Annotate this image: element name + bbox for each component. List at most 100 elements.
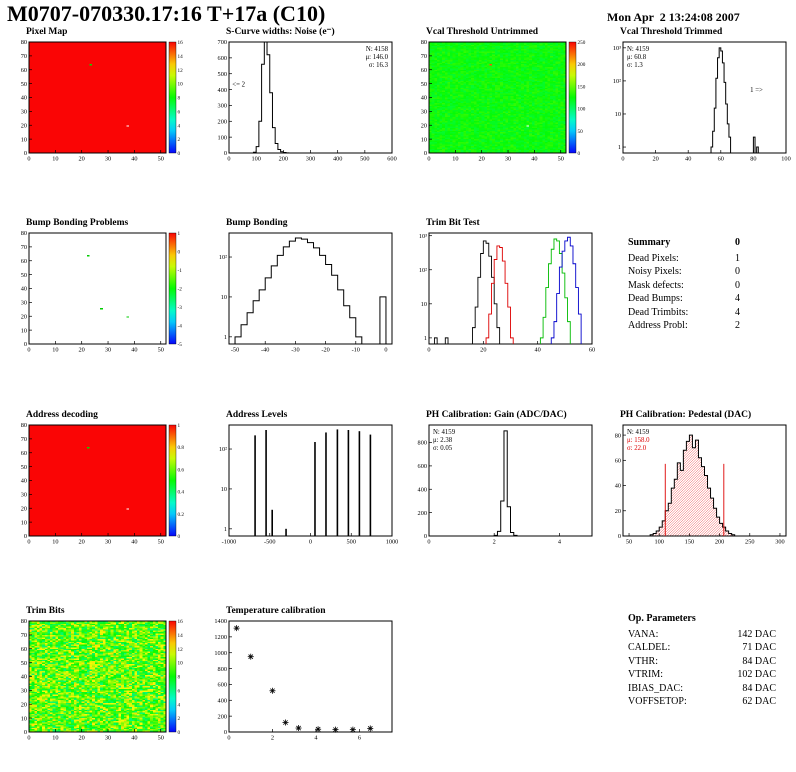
svg-text:1 =>: 1 => — [750, 87, 763, 94]
svg-text:30: 30 — [21, 300, 27, 307]
op-parameter-row: VOFFSETOP: 62 DAC — [628, 695, 776, 709]
summary-label: Dead Trimbits: — [628, 306, 689, 318]
svg-text:0: 0 — [227, 156, 230, 163]
svg-text:1: 1 — [178, 231, 181, 237]
svg-text:50: 50 — [158, 539, 164, 546]
svg-text:30: 30 — [421, 109, 427, 116]
summary-row: Address Probl: 2 — [628, 319, 740, 333]
svg-text:80: 80 — [615, 432, 621, 439]
address-levels-chart: -1000 -500 0 500 1000 1 10 10² — [208, 421, 400, 549]
svg-text:16: 16 — [178, 619, 184, 625]
svg-text:600: 600 — [387, 156, 396, 163]
svg-text:20: 20 — [421, 122, 427, 129]
chart-title: Vcal Threshold Untrimmed — [426, 27, 539, 37]
svg-text:0.4: 0.4 — [178, 490, 185, 496]
svg-text:6: 6 — [358, 735, 361, 742]
svg-text:50: 50 — [21, 660, 27, 667]
svg-text:80: 80 — [750, 156, 756, 163]
svg-text:600: 600 — [218, 55, 227, 62]
svg-text:500: 500 — [360, 156, 369, 163]
svg-text:-10: -10 — [352, 347, 360, 354]
svg-text:2: 2 — [271, 735, 274, 742]
summary-value: 4 — [735, 293, 740, 304]
summary-label: Address Probl: — [628, 320, 688, 331]
chart-title: Address Levels — [226, 410, 288, 420]
svg-text:100: 100 — [781, 156, 790, 163]
svg-text:0: 0 — [178, 730, 181, 736]
panel-vcal-untrimmed: Vcal Threshold Untrimmed 0 10 20 30 40 50 0 10 2… — [408, 27, 604, 166]
svg-text:20: 20 — [480, 347, 486, 354]
vcal-untrimmed-chart: 0 10 20 30 40 50 0 10 20 30 40 50 60 70 80 0 50 100 150 200… — [408, 38, 600, 166]
svg-text:50: 50 — [21, 272, 27, 279]
summary-value: 2 — [735, 320, 740, 331]
chart-title: Bump Bonding Problems — [26, 218, 129, 228]
svg-text:40: 40 — [131, 156, 137, 163]
svg-text:0: 0 — [427, 539, 430, 546]
svg-text:400: 400 — [218, 697, 227, 704]
svg-text:10²: 10² — [219, 254, 227, 261]
svg-text:1000: 1000 — [386, 539, 399, 546]
svg-text:10³: 10³ — [419, 233, 427, 240]
op-parameter-row: CALDEL: 71 DAC — [628, 641, 776, 655]
op-parameter-value: 71 DAC — [742, 642, 776, 653]
svg-text:0: 0 — [178, 250, 181, 256]
svg-text:10: 10 — [21, 327, 27, 334]
summary-value: 4 — [735, 306, 740, 318]
svg-text:40: 40 — [421, 95, 427, 102]
svg-text:10: 10 — [21, 519, 27, 526]
svg-text:10: 10 — [52, 539, 58, 546]
svg-text:-50: -50 — [231, 347, 239, 354]
svg-text:12: 12 — [178, 68, 184, 74]
summary-value: 0 — [735, 279, 740, 291]
op-parameters-title: Op. Parameters — [628, 613, 696, 624]
op-parameter-row: VTHR: 84 DAC — [628, 655, 776, 669]
svg-text:10: 10 — [21, 136, 27, 143]
address-decoding-chart: 0 10 20 30 40 50 0 10 20 30 40 50 60 70 80 0 0.2 0.4 0.6 0.… — [8, 421, 200, 549]
svg-text:μ: 158.0: μ: 158.0 — [627, 437, 650, 444]
svg-text:400: 400 — [418, 486, 427, 493]
svg-text:10³: 10³ — [613, 45, 621, 52]
svg-text:600: 600 — [418, 463, 427, 470]
svg-text:40: 40 — [131, 539, 137, 546]
svg-text:100: 100 — [578, 107, 586, 113]
svg-text:200: 200 — [218, 118, 227, 125]
svg-text:0: 0 — [227, 735, 230, 742]
summary-label: Mask defects: — [628, 279, 684, 291]
svg-text:500: 500 — [218, 71, 227, 78]
svg-text:14: 14 — [178, 633, 184, 639]
svg-text:1: 1 — [424, 335, 427, 342]
svg-text:-3: -3 — [178, 305, 183, 311]
svg-text:20: 20 — [479, 156, 485, 163]
svg-text:0.2: 0.2 — [178, 512, 185, 518]
svg-text:400: 400 — [333, 156, 342, 163]
svg-text:250: 250 — [745, 539, 754, 546]
chart-title: Trim Bits — [26, 606, 65, 616]
svg-text:800: 800 — [218, 666, 227, 673]
svg-text:0: 0 — [427, 347, 430, 354]
svg-text:-30: -30 — [291, 347, 299, 354]
svg-text:0: 0 — [178, 151, 181, 157]
svg-text:60: 60 — [615, 458, 621, 465]
svg-text:30: 30 — [505, 156, 511, 163]
svg-text:10²: 10² — [219, 446, 227, 453]
vcal-trimmed-chart: 0 20 40 60 80 100 1 10 10² 10³ N: 4159 μ: 60.8 σ: 1.… — [602, 38, 794, 166]
svg-text:σ: 1.3: σ: 1.3 — [627, 62, 643, 69]
svg-text:150: 150 — [578, 84, 586, 90]
svg-text:10: 10 — [615, 111, 621, 118]
svg-text:30: 30 — [21, 492, 27, 499]
svg-text:20: 20 — [21, 701, 27, 708]
chart-title: Trim Bit Test — [426, 218, 480, 228]
svg-text:4: 4 — [178, 123, 181, 129]
svg-text:8: 8 — [178, 96, 181, 102]
summary-row: Mask defects: 0 — [628, 279, 740, 293]
svg-text:50: 50 — [158, 735, 164, 742]
svg-text:40: 40 — [21, 674, 27, 681]
svg-text:10: 10 — [52, 347, 58, 354]
svg-text:200: 200 — [418, 510, 427, 517]
svg-text:10: 10 — [221, 486, 227, 493]
svg-text:0: 0 — [621, 156, 624, 163]
bump-bonding-chart: -50 -40 -30 -20 -10 0 1 10 10² — [208, 229, 400, 357]
chart-title: PH Calibration: Pedestal (DAC) — [620, 410, 752, 420]
svg-text:0: 0 — [24, 341, 27, 348]
